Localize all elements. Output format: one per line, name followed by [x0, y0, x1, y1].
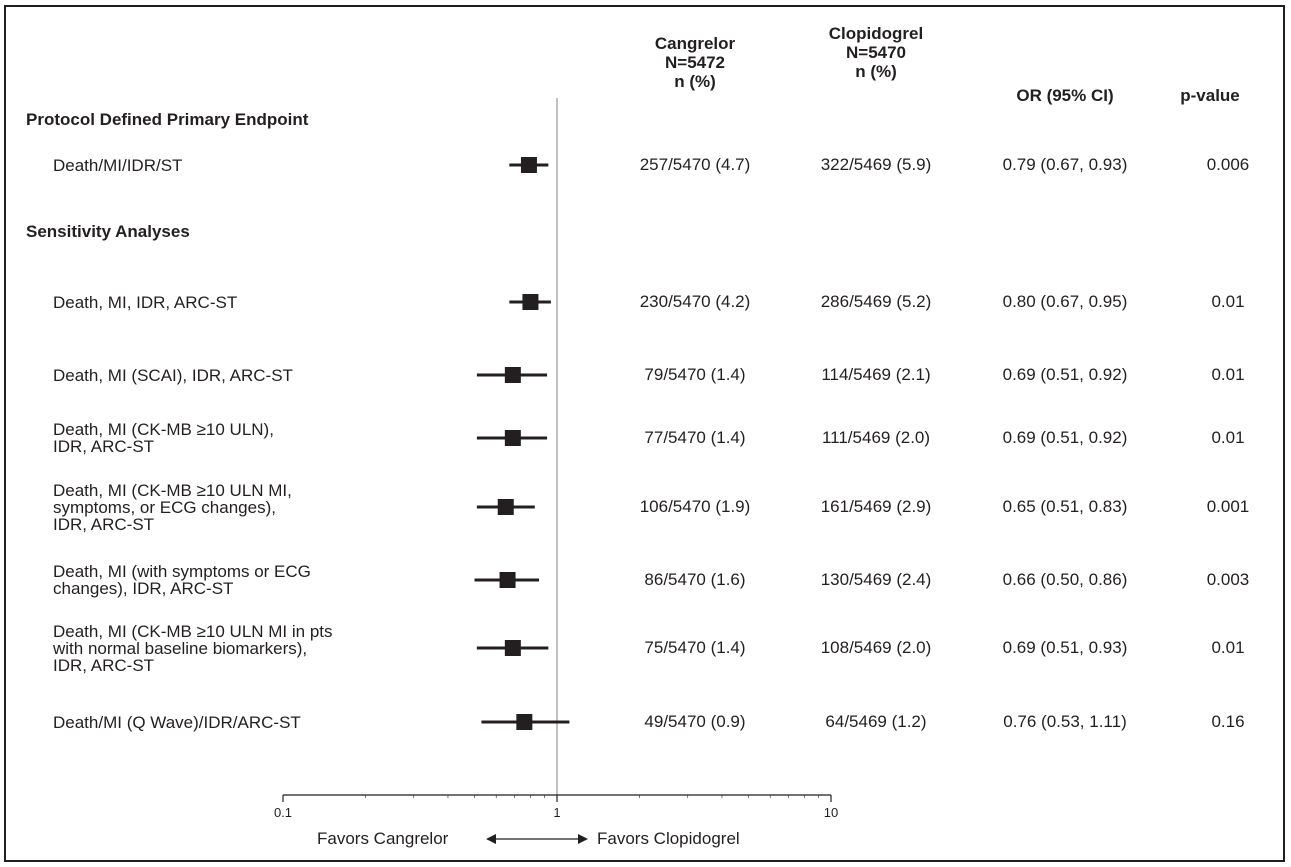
section-sensitivity: Sensitivity Analyses	[26, 222, 190, 241]
forest-plot-frame	[4, 5, 1285, 862]
x-tick-label: 1	[553, 805, 560, 820]
row-label: Death, MI (CK-MB ≥10 ULN MI, symptoms, o…	[53, 480, 292, 534]
cell-or: 0.66 (0.50, 0.86)	[1002, 570, 1128, 589]
cell-p-value: 0.01	[1211, 428, 1245, 447]
cell-p-value: 0.01	[1211, 365, 1245, 384]
cell-or: 0.69 (0.51, 0.92)	[1002, 365, 1128, 384]
cell-or: 0.69 (0.51, 0.92)	[1002, 428, 1128, 447]
x-tick-label: 10	[824, 805, 838, 820]
row-label: Death, MI, IDR, ARC-ST	[53, 292, 238, 312]
cell-p-value: 0.001	[1206, 497, 1250, 516]
row-label: Death, MI (SCAI), IDR, ARC-ST	[53, 365, 293, 385]
cell-or: 0.65 (0.51, 0.83)	[1002, 497, 1128, 516]
cell-cangrelor: 75/5470 (1.4)	[644, 638, 746, 657]
header-p-value: p-value	[1180, 86, 1240, 105]
cell-clopidogrel: 161/5469 (2.9)	[820, 497, 932, 516]
header-cangrelor: Cangrelor N=5472 n (%)	[654, 34, 736, 91]
row-label: Death/MI/IDR/ST	[53, 155, 183, 175]
point-estimate	[497, 499, 514, 515]
cell-clopidogrel: 111/5469 (2.0)	[821, 428, 931, 447]
cell-clopidogrel: 286/5469 (5.2)	[820, 292, 932, 311]
cell-cangrelor: 86/5470 (1.6)	[644, 570, 746, 589]
cell-cangrelor: 49/5470 (0.9)	[644, 712, 746, 731]
cell-clopidogrel: 114/5469 (2.1)	[821, 365, 931, 384]
point-estimate	[504, 367, 521, 383]
cell-cangrelor: 257/5470 (4.7)	[639, 155, 751, 174]
arrow-left-icon	[486, 834, 496, 844]
row-label: Death, MI (with symptoms or ECG changes)…	[53, 562, 311, 598]
point-estimate	[504, 640, 521, 656]
cell-cangrelor: 230/5470 (4.2)	[639, 292, 751, 311]
row-label: Death/MI (Q Wave)/IDR/ARC-ST	[53, 712, 301, 732]
favors-cangrelor-label: Favors Cangrelor	[317, 829, 449, 848]
header-clopidogrel: Clopidogrel N=5470 n (%)	[828, 24, 924, 81]
row-label: Death, MI (CK-MB ≥10 ULN), IDR, ARC-ST	[53, 420, 274, 456]
cell-cangrelor: 106/5470 (1.9)	[639, 497, 751, 516]
section-primary: Protocol Defined Primary Endpoint	[26, 110, 309, 129]
cell-or: 0.76 (0.53, 1.11)	[1003, 712, 1127, 731]
point-estimate	[522, 294, 539, 310]
cell-p-value: 0.16	[1211, 712, 1245, 731]
point-estimate	[504, 430, 521, 446]
cell-clopidogrel: 130/5469 (2.4)	[820, 570, 932, 589]
cell-p-value: 0.003	[1206, 570, 1250, 589]
cell-clopidogrel: 322/5469 (5.9)	[820, 155, 932, 174]
header-or: OR (95% CI)	[1016, 86, 1114, 105]
cell-or: 0.79 (0.67, 0.93)	[1002, 155, 1128, 174]
cell-clopidogrel: 64/5469 (1.2)	[825, 712, 927, 731]
point-estimate	[499, 572, 516, 588]
cell-or: 0.69 (0.51, 0.93)	[1002, 638, 1128, 657]
point-estimate	[520, 157, 537, 173]
arrow-right-icon	[578, 834, 588, 844]
cell-p-value: 0.01	[1211, 292, 1245, 311]
cell-clopidogrel: 108/5469 (2.0)	[820, 638, 932, 657]
cell-p-value: 0.006	[1206, 155, 1250, 174]
point-estimate	[516, 714, 533, 730]
cell-p-value: 0.01	[1211, 638, 1245, 657]
x-tick-label: 0.1	[274, 805, 292, 820]
cell-cangrelor: 79/5470 (1.4)	[644, 365, 746, 384]
cell-or: 0.80 (0.67, 0.95)	[1002, 292, 1128, 311]
cell-cangrelor: 77/5470 (1.4)	[644, 428, 746, 447]
row-label: Death, MI (CK-MB ≥10 ULN MI in pts with …	[53, 621, 333, 675]
favors-clopidogrel-label: Favors Clopidogrel	[597, 829, 740, 848]
